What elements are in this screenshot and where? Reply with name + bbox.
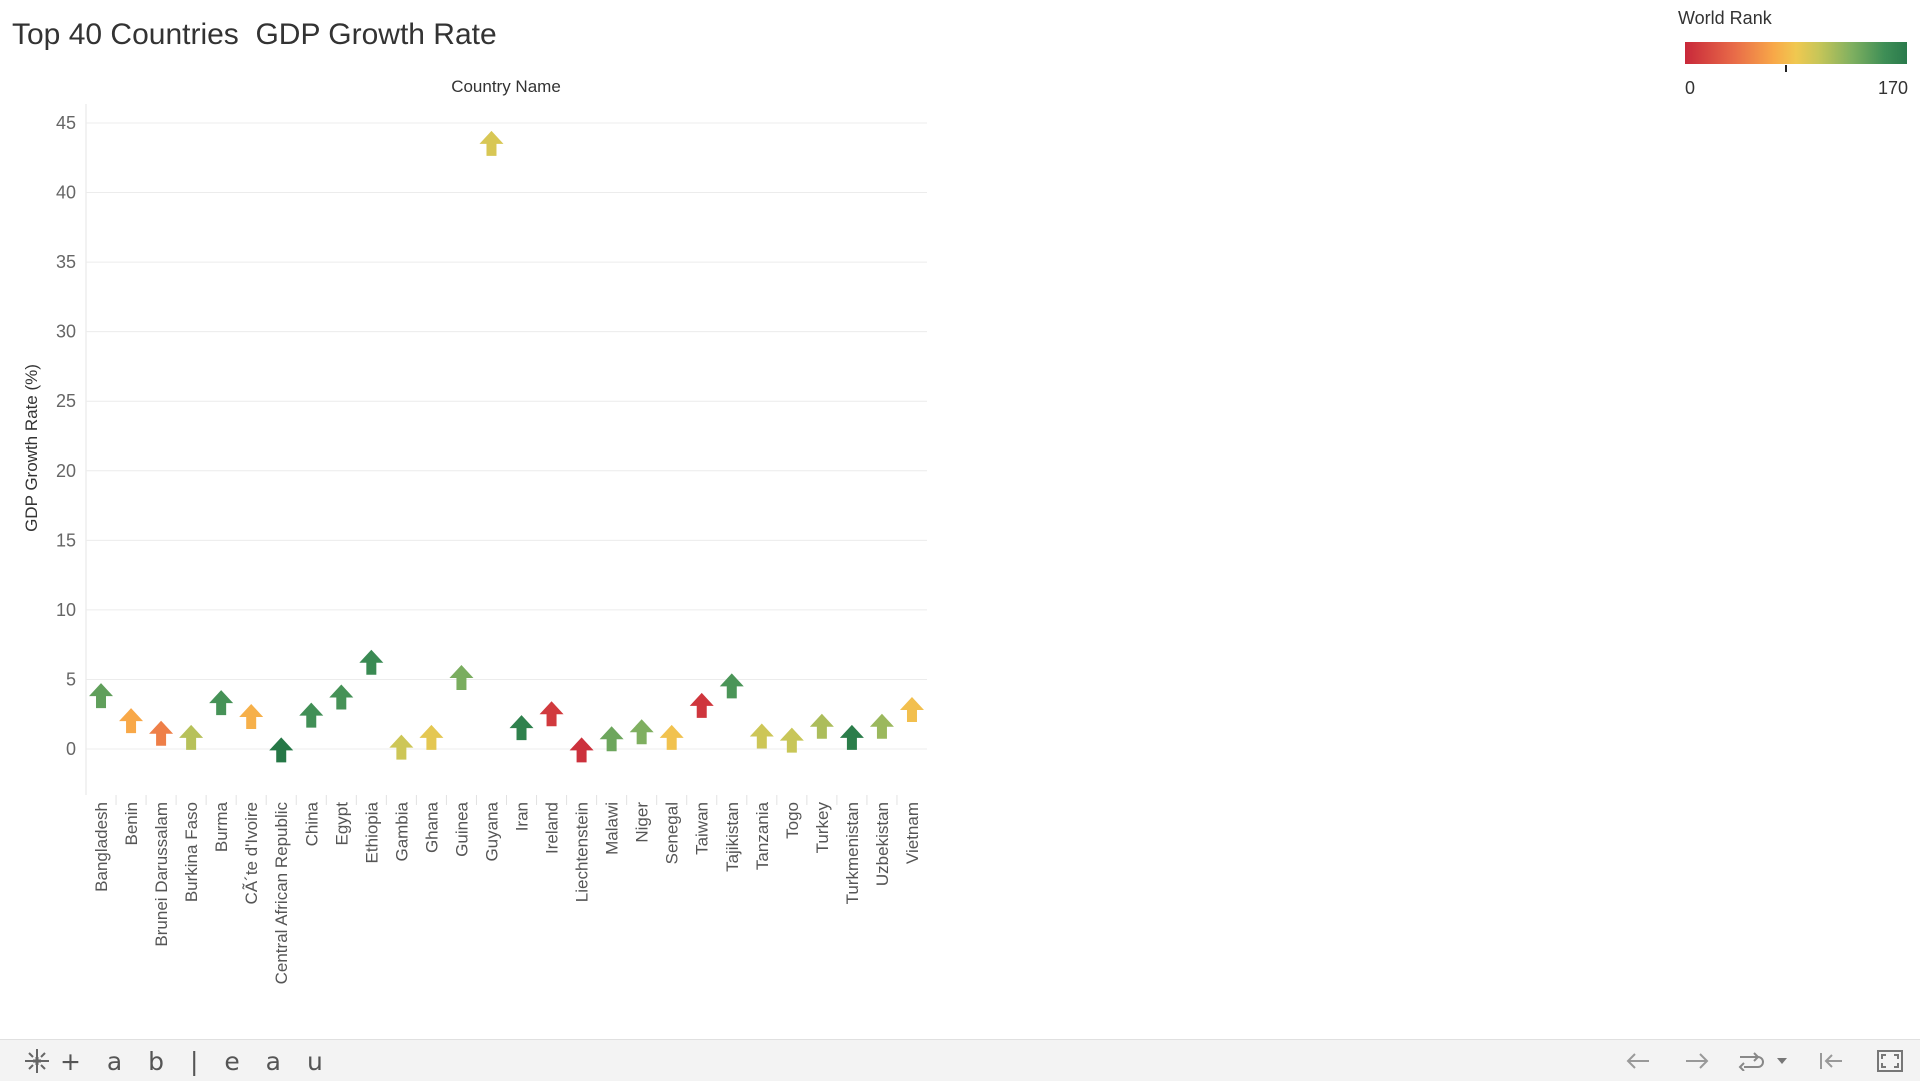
x-tick-label: CÃ´te d'Ivoire: [242, 802, 261, 904]
undo-button[interactable]: [1622, 1048, 1654, 1074]
data-arrow-mark: [119, 708, 144, 734]
data-arrow-mark: [149, 720, 174, 746]
x-tick-label: Turkey: [813, 802, 832, 854]
data-arrow-mark: [239, 704, 264, 730]
legend-title: World Rank: [1678, 8, 1772, 28]
x-tick-label: Benin: [122, 802, 141, 845]
y-tick-label: 15: [56, 530, 76, 550]
data-arrow-mark: [359, 649, 384, 675]
data-arrow-mark: [509, 715, 534, 741]
y-tick-label: 30: [56, 322, 76, 342]
y-tick-label: 45: [56, 113, 76, 133]
x-tick-label: Guyana: [482, 801, 501, 861]
data-arrow-mark: [869, 713, 894, 739]
x-tick-label: Liechtenstein: [573, 802, 592, 902]
y-tick-label: 10: [56, 600, 76, 620]
data-arrow-mark: [749, 723, 774, 749]
x-tick-label: Malawi: [603, 802, 622, 855]
x-tick-label: Iran: [513, 802, 532, 831]
x-tick-label: Tanzania: [753, 801, 772, 870]
fullscreen-icon: [1877, 1050, 1903, 1072]
data-arrow-mark: [89, 683, 114, 709]
fullscreen-button[interactable]: [1874, 1048, 1906, 1074]
x-tick-label: Guinea: [452, 801, 471, 856]
data-arrow-mark: [479, 130, 504, 156]
data-arrow-mark: [299, 702, 324, 728]
y-tick-label: 25: [56, 391, 76, 411]
x-tick-label: Bangladesh: [92, 802, 111, 892]
revert-icon: [1738, 1052, 1764, 1071]
data-arrow-mark: [569, 737, 594, 763]
x-tick-label: Senegal: [663, 802, 682, 864]
x-tick-label: Burma: [212, 801, 231, 852]
y-tick-label: 0: [66, 739, 76, 759]
tableau-logo[interactable]: + a b | e a u: [22, 1046, 332, 1076]
tableau-toolbar: + a b | e a u: [0, 1039, 1920, 1081]
data-arrow-mark: [809, 713, 834, 739]
data-arrow-mark: [449, 665, 474, 691]
x-tick-label: Tajikistan: [723, 802, 742, 872]
x-tick-label: Uzbekistan: [873, 802, 892, 886]
x-tick-label: Ireland: [543, 802, 562, 854]
data-arrow-mark: [659, 724, 684, 750]
data-arrow-mark: [839, 724, 864, 750]
x-tick-label: Burkina Faso: [182, 802, 201, 902]
revert-dropdown-button[interactable]: [1772, 1048, 1792, 1074]
legend-color-ramp: [1685, 42, 1907, 64]
data-arrow-mark: [389, 734, 414, 760]
data-arrow-mark: [719, 673, 744, 699]
x-tick-label: Vietnam: [903, 802, 922, 864]
legend-tick: [1785, 65, 1787, 72]
revert-button[interactable]: [1735, 1048, 1767, 1074]
x-tick-label: Gambia: [392, 801, 411, 861]
data-arrow-mark: [269, 737, 294, 763]
chevron-down-icon: [1777, 1058, 1787, 1064]
data-arrow-mark: [599, 726, 624, 752]
data-arrow-mark: [539, 701, 564, 727]
arrow-left-icon: [1626, 1053, 1649, 1069]
data-arrow-mark: [779, 727, 804, 753]
x-axis-title: Country Name: [451, 77, 561, 96]
x-tick-label: Ethiopia: [362, 801, 381, 863]
y-tick-label: 40: [56, 183, 76, 203]
y-axis-title: GDP Growth Rate (%): [22, 364, 41, 532]
x-tick-label: Turkmenistan: [843, 802, 862, 904]
data-arrow-mark: [629, 719, 654, 745]
x-tick-label: Central African Republic: [272, 802, 291, 985]
x-tick-label: Ghana: [422, 801, 441, 853]
y-tick-label: 35: [56, 252, 76, 272]
x-tick-label: Egypt: [332, 802, 351, 846]
y-tick-label: 20: [56, 461, 76, 481]
y-tick-label: 5: [66, 669, 76, 689]
x-tick-label: China: [302, 801, 321, 846]
data-arrow-mark: [419, 724, 444, 750]
x-tick-label: Taiwan: [693, 802, 712, 855]
legend-max-label: 170: [1877, 78, 1908, 98]
arrow-right-icon: [1686, 1053, 1709, 1069]
tableau-logo-text: + a b | e a u: [60, 1046, 332, 1076]
x-tick-label: Niger: [633, 802, 652, 843]
x-tick-label: Togo: [783, 802, 802, 839]
gdp-growth-chart: 0 5 10 15 20 25 30 35 40 45 Country Name GDP Growth…: [22, 77, 927, 985]
reset-button[interactable]: [1815, 1048, 1847, 1074]
data-arrow-mark: [689, 692, 714, 718]
redo-button[interactable]: [1681, 1048, 1713, 1074]
data-arrow-mark: [179, 724, 204, 750]
data-arrow-mark: [899, 697, 924, 723]
skip-back-icon: [1820, 1053, 1842, 1069]
world-rank-legend: World Rank 0 170: [1678, 8, 1908, 98]
legend-min-label: 0: [1685, 78, 1696, 98]
tableau-logo-icon: [25, 1049, 49, 1073]
data-arrow-mark: [329, 684, 354, 710]
chart-title: Top 40 Countries GDP Growth Rate: [12, 18, 497, 51]
x-tick-label: Brunei Darussalam: [152, 802, 171, 947]
data-arrow-mark: [209, 690, 234, 716]
